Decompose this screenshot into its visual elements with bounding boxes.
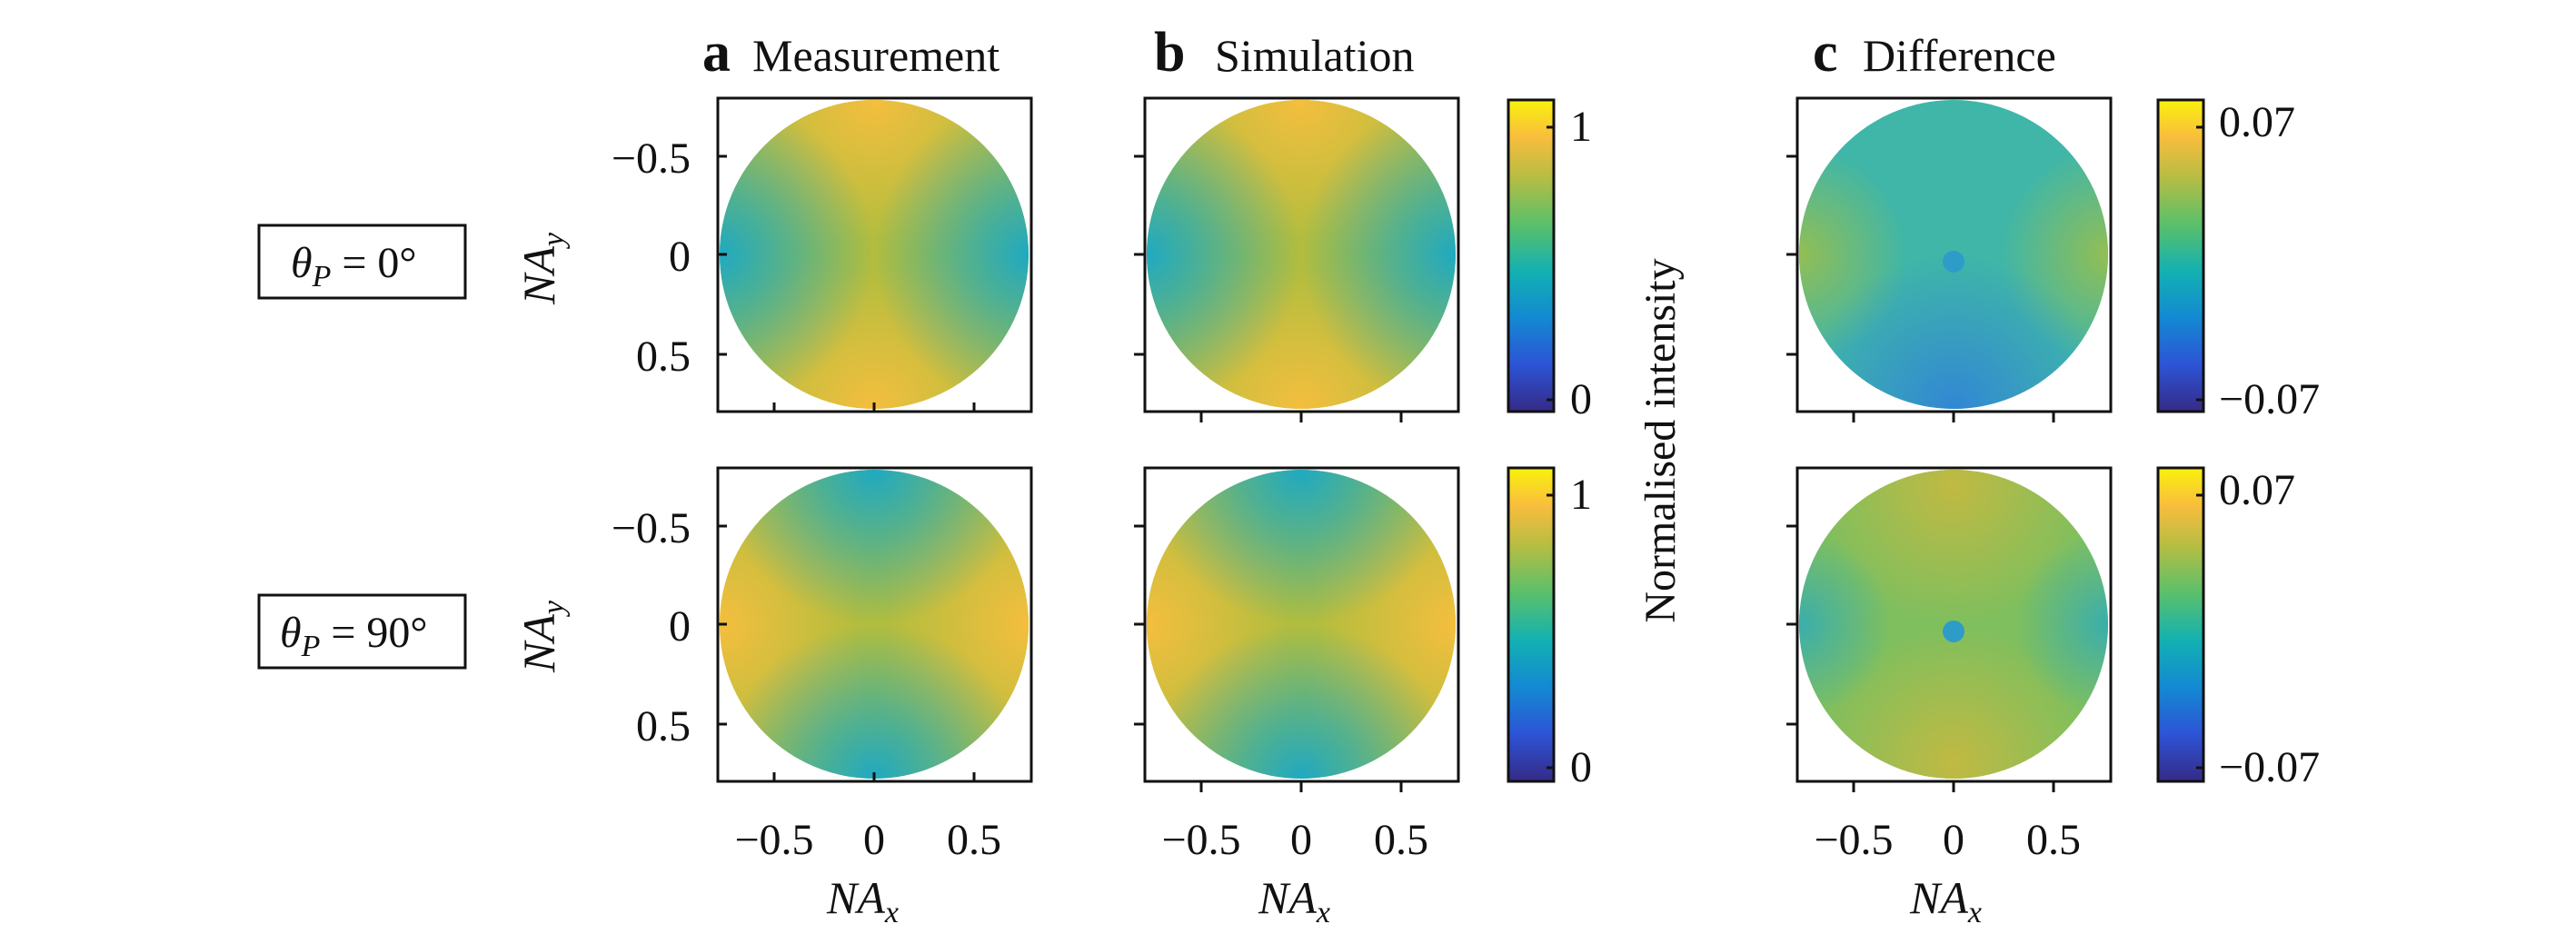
svg-text:0: 0 (1943, 816, 1964, 864)
x-ticks-col-a: −0.5 0 0.5 (734, 772, 1001, 864)
svg-text:1: 1 (1570, 103, 1592, 151)
x-ticks-col-c: −0.5 0 0.5 (1814, 781, 2081, 864)
panel-b-letter: b (1154, 22, 1185, 84)
heatmap-measurement-90deg (716, 466, 1033, 783)
colorbar-intensity-row1: 1 0 (1507, 466, 1592, 791)
y-ticks-row0: −0.5 0 0.5 (612, 134, 691, 381)
heatmap-measurement-0deg (716, 96, 1033, 413)
svg-text:0.07: 0.07 (2219, 466, 2295, 514)
x-axis-label-col-b: NAx (1258, 872, 1330, 929)
svg-text:0: 0 (863, 816, 885, 864)
heatmap-simulation-0deg (1134, 96, 1460, 422)
svg-text:θP = 90°: θP = 90° (280, 609, 428, 663)
svg-text:0.07: 0.07 (2219, 98, 2295, 146)
panel-a-title: Measurement (752, 30, 1000, 81)
svg-text:0.5: 0.5 (1374, 816, 1428, 864)
svg-text:θP = 0°: θP = 0° (291, 239, 417, 293)
colorbar-difference-row1: 0.07 −0.07 (2156, 466, 2320, 791)
heatmap-simulation-90deg (1134, 466, 1460, 783)
svg-text:−0.07: −0.07 (2219, 375, 2320, 423)
row-label-1: θP = 90° (257, 593, 467, 670)
y-ticks-row1: −0.5 0 0.5 (612, 504, 691, 750)
svg-text:0: 0 (1570, 743, 1592, 791)
svg-text:0: 0 (1290, 816, 1312, 864)
svg-text:0.5: 0.5 (2026, 816, 2081, 864)
svg-text:0: 0 (669, 602, 691, 651)
svg-text:0.5: 0.5 (636, 333, 691, 381)
x-axis-label-col-c: NAx (1909, 872, 1982, 929)
y-axis-label-row1: NAy (513, 600, 571, 673)
colorbar-intensity-row0: 1 0 (1507, 98, 1592, 423)
svg-text:−0.5: −0.5 (1814, 816, 1893, 864)
svg-text:1: 1 (1570, 471, 1592, 519)
colorbar-difference-row0: 0.07 −0.07 (2156, 98, 2320, 423)
panel-c-title: Difference (1863, 30, 2056, 81)
svg-text:0.5: 0.5 (636, 702, 691, 750)
colorbar-intensity-title: Normalised intensity (1636, 258, 1685, 622)
row-label-0: θP = 0° (257, 224, 467, 300)
heatmap-difference-90deg (1786, 466, 2113, 783)
svg-text:0: 0 (669, 233, 691, 281)
svg-text:−0.07: −0.07 (2219, 743, 2320, 791)
svg-text:0: 0 (1570, 375, 1592, 423)
svg-text:−0.5: −0.5 (1161, 816, 1240, 864)
svg-text:0.5: 0.5 (947, 816, 1001, 864)
svg-text:−0.5: −0.5 (734, 816, 813, 864)
y-axis-label-row0: NAy (513, 232, 571, 305)
heatmap-difference-0deg (1786, 96, 2113, 422)
panel-a-letter: a (702, 22, 731, 84)
panel-c-letter: c (1813, 22, 1838, 84)
svg-text:−0.5: −0.5 (612, 134, 691, 183)
panel-b-title: Simulation (1215, 30, 1414, 81)
x-ticks-col-b: −0.5 0 0.5 (1161, 781, 1428, 864)
x-axis-label-col-a: NAx (826, 872, 899, 929)
svg-text:−0.5: −0.5 (612, 504, 691, 552)
